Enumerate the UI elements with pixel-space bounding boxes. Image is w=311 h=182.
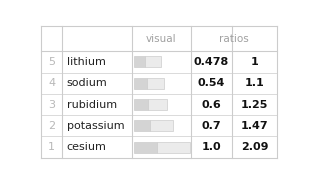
Text: 0.7: 0.7 bbox=[202, 121, 221, 131]
Text: 1.25: 1.25 bbox=[241, 100, 268, 110]
Bar bbox=[134, 120, 151, 131]
Text: 0.478: 0.478 bbox=[193, 57, 229, 67]
Text: 0.6: 0.6 bbox=[201, 100, 221, 110]
Bar bbox=[134, 99, 148, 110]
Bar bbox=[147, 78, 164, 89]
Text: 4: 4 bbox=[48, 78, 55, 88]
Text: ratios: ratios bbox=[219, 34, 249, 44]
Bar bbox=[134, 56, 145, 68]
Bar bbox=[145, 56, 160, 68]
Text: 3: 3 bbox=[48, 100, 55, 110]
Text: potassium: potassium bbox=[67, 121, 124, 131]
Text: 1.1: 1.1 bbox=[245, 78, 264, 88]
Text: cesium: cesium bbox=[67, 142, 106, 152]
Text: 2: 2 bbox=[48, 121, 55, 131]
Text: sodium: sodium bbox=[67, 78, 107, 88]
Text: 1.47: 1.47 bbox=[241, 121, 268, 131]
Text: 0.54: 0.54 bbox=[197, 78, 225, 88]
Text: visual: visual bbox=[146, 34, 177, 44]
Bar bbox=[151, 120, 173, 131]
Bar bbox=[157, 142, 189, 153]
Text: 2.09: 2.09 bbox=[241, 142, 268, 152]
Bar bbox=[148, 99, 167, 110]
Text: 1: 1 bbox=[48, 142, 55, 152]
Text: lithium: lithium bbox=[67, 57, 105, 67]
Text: 5: 5 bbox=[48, 57, 55, 67]
Bar bbox=[134, 142, 157, 153]
Text: 1.0: 1.0 bbox=[202, 142, 221, 152]
Bar bbox=[134, 78, 147, 89]
Text: 1: 1 bbox=[251, 57, 258, 67]
Text: rubidium: rubidium bbox=[67, 100, 117, 110]
